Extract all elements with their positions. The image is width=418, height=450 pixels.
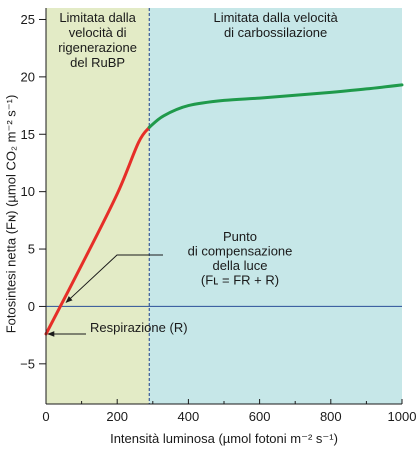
x-axis-title: Intensità luminosa (µmol fotoni m⁻² s⁻¹) [110,431,338,446]
y-tick-label: 0 [28,299,35,314]
compensation-point-label-line: di compensazione [188,244,293,259]
y-tick-label: 20 [21,69,35,84]
y-tick-label: 5 [28,242,35,257]
region-label-carboxylation-line: di carbossilazione [224,25,327,40]
x-tick-label: 200 [106,409,128,424]
y-tick-label: 15 [21,127,35,142]
region-label-rubp-line: Limitata dalla [59,10,136,25]
region-rubp-regeneration [46,8,150,404]
x-tick-label: 800 [320,409,342,424]
y-tick-label: 10 [21,184,35,199]
y-tick-label: 25 [21,12,35,27]
region-label-rubp-line: velocità di [69,25,127,40]
compensation-point-label-line: (Fʟ = FR + R) [201,273,279,288]
region-label-rubp-line: rigenerazione [58,40,137,55]
axes: 0 200 400 600 800 1000 −5 0 5 10 15 20 25 [20,8,416,424]
limitation-regions [46,8,402,404]
respiration-label: Respirazione (R) [90,320,188,335]
x-tick-label: 600 [249,409,271,424]
curve-rubp [44,125,151,336]
compensation-point-arrow [65,254,163,303]
x-tick-label: 400 [178,409,200,424]
axis-titles: Intensità luminosa (µmol fotoni m⁻² s⁻¹)… [3,95,337,446]
y-tick-label: −5 [20,356,35,371]
x-tick-label: 1000 [388,409,417,424]
net-photosynthesis-curve [44,83,404,336]
region-label-rubp-line: del RuBP [70,55,125,70]
x-tick-label: 0 [42,409,49,424]
compensation-point-label-line: Punto [223,229,257,244]
y-axis-title: Fotosintesi netta (Fɴ) (µmol CO₂ m⁻² s⁻¹… [3,95,18,334]
reference-lines [46,8,402,404]
region-carboxylation [149,8,402,404]
compensation-point-label-line: della luce [213,258,268,273]
curve-carboxylation [147,83,404,129]
region-label-carboxylation-line: Limitata dalla velocità [213,10,338,25]
